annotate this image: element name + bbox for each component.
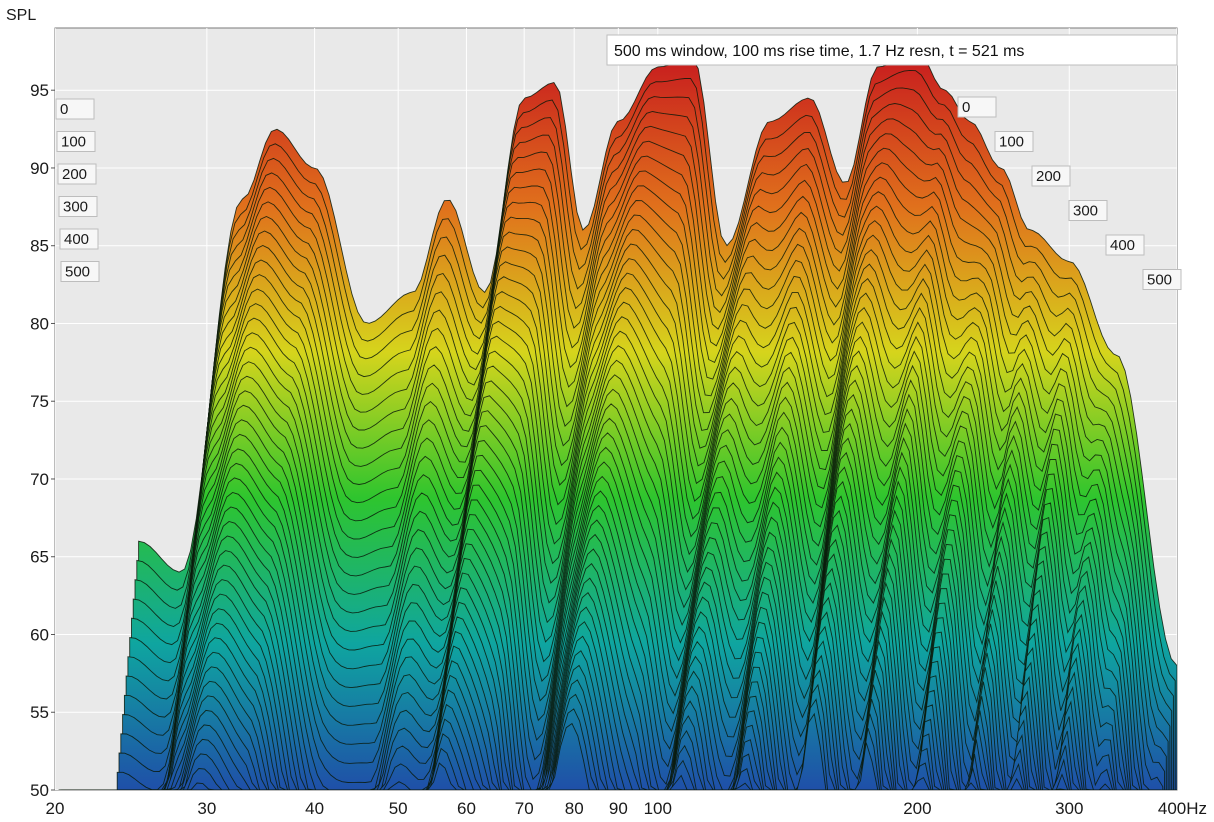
time-axis-label-text: 0 — [962, 99, 970, 116]
x-tick-label: 50 — [389, 799, 408, 818]
x-tick-label: 40 — [305, 799, 324, 818]
x-axis-ticks: 20 30 40 50 60 70 80 90 100 200 300 400Hz — [46, 799, 1207, 818]
time-axis-label-text: 0 — [60, 101, 68, 118]
y-tick-label: 85 — [30, 237, 49, 256]
time-axis-label-box — [1031, 165, 1071, 187]
time-axis-label: 500 — [60, 261, 100, 282]
time-axis-label-text: 300 — [63, 199, 88, 216]
time-axis-label-text: 200 — [1036, 168, 1061, 185]
time-axis-label-text: 400 — [1110, 237, 1135, 254]
x-tick-label: 300 — [1055, 799, 1083, 818]
time-axis-label-text: 300 — [1073, 203, 1098, 220]
x-tick-label: 70 — [515, 799, 534, 818]
time-axis-label: 200 — [57, 163, 97, 185]
time-axis-label-text: 100 — [999, 134, 1024, 151]
time-axis-label-box — [57, 163, 97, 185]
time-axis-label-box — [994, 131, 1034, 152]
time-axis-label: 300 — [58, 196, 98, 217]
chart-header-box — [606, 34, 1178, 66]
y-tick-label: 55 — [30, 703, 49, 722]
time-axis-label: 500 — [1142, 269, 1182, 290]
y-tick-label: 65 — [30, 548, 49, 567]
waterfall-surface — [58, 50, 1177, 790]
time-axis-label-box — [1068, 200, 1108, 221]
time-axis-label: 200 — [1031, 165, 1071, 187]
time-axis-label: 400 — [59, 228, 99, 250]
time-axis-right: 0 100 200 300 400 500 — [957, 96, 1182, 290]
x-tick-label: 200 — [903, 799, 931, 818]
x-tick-label: 30 — [197, 799, 216, 818]
y-tick-label: 70 — [30, 470, 49, 489]
y-axis-title: SPL — [6, 7, 36, 24]
time-axis-label-box — [957, 96, 997, 118]
time-axis-label: 0 — [55, 98, 95, 120]
time-axis-label-box — [1105, 234, 1145, 256]
waterfall-slice — [58, 712, 1097, 790]
x-tick-label: 400Hz — [1158, 799, 1207, 818]
time-axis-label-text: 200 — [62, 166, 87, 183]
x-tick-label: 90 — [609, 799, 628, 818]
time-axis-label: 100 — [994, 131, 1034, 152]
time-axis-label: 300 — [1068, 200, 1108, 221]
time-axis-label-box — [1142, 269, 1182, 290]
y-tick-label: 80 — [30, 314, 49, 333]
time-axis-label-text: 500 — [65, 264, 90, 281]
time-axis-label-text: 500 — [1147, 272, 1172, 289]
y-tick-label: 75 — [30, 392, 49, 411]
time-axis-label-text: 100 — [61, 134, 86, 151]
y-tick-label: 95 — [30, 81, 49, 100]
y-tick-label: 60 — [30, 625, 49, 644]
chart-header: 500 ms window, 100 ms rise time, 1.7 Hz … — [606, 34, 1178, 66]
time-axis-label-box — [59, 228, 99, 250]
time-axis-label-box — [56, 131, 96, 152]
x-tick-label: 80 — [565, 799, 584, 818]
time-axis-label-box — [60, 261, 100, 282]
y-axis-ticks: 50 55 60 65 70 75 80 85 90 95 — [30, 81, 55, 800]
time-axis-label: 100 — [56, 131, 96, 152]
time-axis-left: 0 100 200 300 400 500 — [55, 98, 100, 282]
y-tick-label: 90 — [30, 159, 49, 178]
x-tick-label: 100 — [644, 799, 672, 818]
time-axis-label: 400 — [1105, 234, 1145, 256]
time-axis-label-box — [55, 98, 95, 120]
time-axis-label-text: 400 — [64, 231, 89, 248]
time-axis-label-box — [58, 196, 98, 217]
time-axis-label: 0 — [957, 96, 997, 118]
chart-header-text: 500 ms window, 100 ms rise time, 1.7 Hz … — [614, 43, 1024, 60]
y-tick-label: 50 — [30, 781, 49, 800]
x-tick-label: 60 — [457, 799, 476, 818]
x-tick-label: 20 — [46, 799, 65, 818]
